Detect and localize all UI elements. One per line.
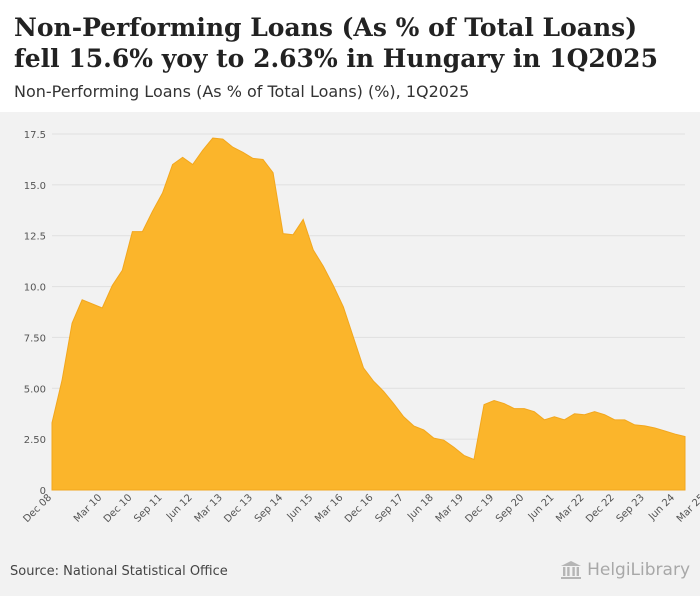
y-tick-label: 0 xyxy=(40,486,46,497)
x-tick-label: Jun 15 xyxy=(285,492,316,523)
x-tick-label: Dec 08 xyxy=(21,492,54,525)
x-tick-label: Mar 22 xyxy=(554,492,586,524)
npl-area-chart: 0 2.50 5.00 7.50 10.0 12.5 15.0 17.5 Dec 08 Mar … xyxy=(21,130,700,525)
y-axis-tick-labels: 0 2.50 5.00 7.50 10.0 12.5 15.0 17.5 xyxy=(24,130,46,497)
chart-subtitle: Non-Performing Loans (As % of Total Loan… xyxy=(14,82,470,101)
source-note: Source: National Statistical Office xyxy=(10,564,228,579)
x-tick-label: Sep 17 xyxy=(373,492,405,524)
x-tick-label: Mar 25 xyxy=(675,492,700,524)
x-tick-label: Dec 16 xyxy=(343,492,376,525)
x-tick-label: Dec 22 xyxy=(584,492,617,525)
y-tick-label: 15.0 xyxy=(24,181,46,192)
y-tick-label: 7.50 xyxy=(24,333,46,344)
x-tick-label: Dec 19 xyxy=(464,492,497,525)
y-tick-label: 2.50 xyxy=(24,435,46,446)
series-area xyxy=(51,137,686,491)
y-tick-label: 5.00 xyxy=(24,384,46,395)
x-tick-label: Jun 18 xyxy=(405,492,436,523)
x-tick-label: Mar 10 xyxy=(72,492,104,524)
y-tick-label: 17.5 xyxy=(24,130,46,141)
header: Non-Performing Loans (As % of Total Loan… xyxy=(0,0,700,112)
brand-logo[interactable]: HelgiLibrary xyxy=(560,560,690,580)
x-tick-label: Dec 13 xyxy=(222,492,255,525)
area-series-npl xyxy=(51,137,686,491)
x-tick-label: Dec 10 xyxy=(102,492,135,525)
brand-name: HelgiLibrary xyxy=(587,560,690,580)
x-tick-label: Sep 11 xyxy=(132,492,164,524)
page-title: Non-Performing Loans (As % of Total Loan… xyxy=(14,13,658,73)
x-tick-label: Jun 21 xyxy=(526,492,557,523)
x-tick-label: Mar 19 xyxy=(434,492,466,524)
library-building-icon xyxy=(561,561,582,579)
y-tick-label: 10.0 xyxy=(24,283,46,294)
x-tick-label: Jun 12 xyxy=(164,492,195,523)
footer: Source: National Statistical Office Helg… xyxy=(0,552,700,596)
x-tick-label: Mar 16 xyxy=(313,492,345,524)
y-tick-label: 12.5 xyxy=(24,232,46,243)
x-tick-label: Sep 14 xyxy=(253,492,285,524)
chart-area: 0 2.50 5.00 7.50 10.0 12.5 15.0 17.5 Dec 08 Mar … xyxy=(0,112,700,552)
x-tick-label: Mar 13 xyxy=(193,492,225,524)
x-tick-label: Sep 20 xyxy=(494,492,526,524)
x-tick-label: Sep 23 xyxy=(615,492,647,524)
x-tick-label: Jun 24 xyxy=(646,492,677,523)
